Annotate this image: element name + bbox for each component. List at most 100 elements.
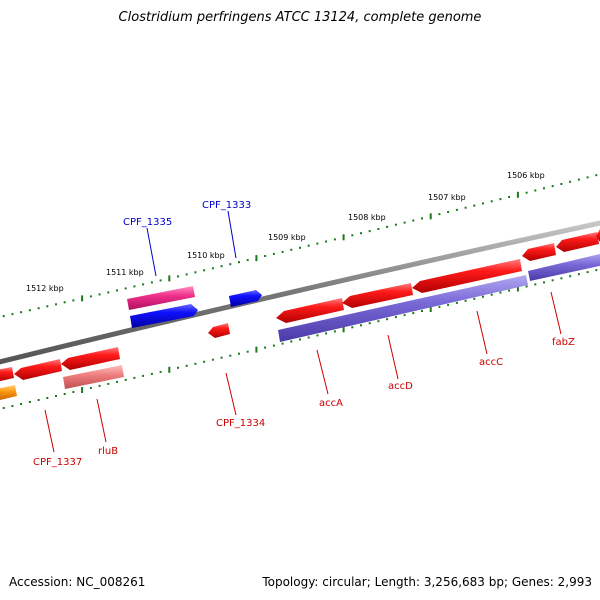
leader-CPF_1333 — [227, 210, 237, 259]
outer-major-tick — [342, 234, 345, 241]
inner-minor-tick — [438, 305, 441, 308]
length-value: 3,256,683 bp — [423, 575, 504, 589]
outer-major-tick — [255, 255, 258, 262]
inner-minor-tick — [185, 364, 188, 367]
outer-minor-tick — [421, 217, 423, 220]
outer-minor-tick — [63, 301, 66, 304]
length-label: Length: — [374, 575, 421, 589]
inner-minor-tick — [107, 382, 110, 385]
outer-minor-tick — [482, 202, 484, 205]
scale-label-1511: 1511 kbp — [106, 268, 144, 277]
gene-label-accC[interactable]: accC — [479, 357, 503, 368]
inner-minor-tick — [351, 326, 354, 329]
gene-accA-red-arrow[interactable] — [276, 298, 344, 323]
scale-label-1507: 1507 kbp — [428, 193, 466, 202]
gene-label-accA[interactable]: accA — [319, 398, 343, 409]
outer-minor-tick — [394, 223, 397, 226]
inner-minor-tick — [246, 350, 249, 353]
outer-minor-tick — [72, 299, 75, 302]
gene-CPF_1335-arrow[interactable] — [127, 286, 195, 310]
outer-minor-tick — [89, 295, 92, 298]
gene-label-CPF_1335[interactable]: CPF_1335 — [123, 217, 172, 228]
outer-minor-tick — [333, 238, 336, 241]
outer-minor-tick — [386, 225, 389, 228]
outer-minor-tick — [360, 232, 362, 235]
gene-right-3-arrow[interactable] — [596, 228, 600, 242]
inner-minor-tick — [220, 356, 223, 359]
gene-fabZ-purple-band[interactable] — [528, 253, 600, 281]
gene-label-CPF_1337[interactable]: CPF_1337 — [33, 457, 82, 468]
scale-labels: 1506 kbp 1507 kbp 1508 kbp 1509 kbp 1510… — [26, 171, 545, 293]
leader-accD — [387, 334, 399, 380]
gene-left-1-arrow[interactable] — [61, 347, 120, 370]
outer-minor-tick — [272, 252, 275, 255]
outer-major-tick — [429, 213, 432, 220]
gene-left-2-arrow[interactable] — [14, 359, 62, 380]
gene-CPF_1335b-arrow[interactable] — [130, 304, 198, 328]
inner-minor-tick — [238, 352, 240, 355]
inner-major-tick — [168, 366, 171, 373]
inner-minor-tick — [386, 318, 389, 321]
scale-label-1510: 1510 kbp — [187, 251, 225, 260]
leader-accA — [316, 349, 329, 395]
gene-rluB-arrow[interactable] — [63, 365, 124, 389]
gene-accA-purple-band[interactable] — [278, 275, 528, 342]
gene-CPF_1337-arrow[interactable] — [0, 385, 17, 401]
gene-CPF_1334-arrow[interactable] — [208, 323, 230, 338]
inner-minor-tick — [333, 330, 336, 333]
inner-minor-tick — [482, 295, 484, 298]
accession-info: Accession: NC_008261 — [9, 575, 145, 589]
gene-label-CPF_1334[interactable]: CPF_1334 — [216, 418, 265, 429]
inner-minor-tick — [37, 399, 40, 401]
inner-minor-tick — [551, 279, 554, 282]
outer-major-tick — [81, 295, 84, 302]
scale-label-1512: 1512 kbp — [26, 284, 64, 293]
inner-minor-tick — [211, 358, 214, 361]
gene-CPF_1333-arrow[interactable] — [229, 290, 262, 307]
inner-minor-tick — [46, 397, 49, 399]
inner-minor-tick — [447, 303, 450, 306]
outer-minor-tick — [569, 180, 572, 183]
inner-minor-tick — [124, 378, 127, 381]
gene-label-accD[interactable]: accD — [388, 381, 413, 392]
inner-minor-tick — [421, 310, 423, 312]
gene-left-3-arrow[interactable] — [0, 367, 14, 382]
inner-minor-tick — [368, 322, 371, 325]
leading-strand-genes — [127, 286, 262, 328]
inner-minor-tick — [586, 271, 589, 274]
inner-major-tick — [255, 346, 258, 353]
leader-CPF_1334 — [225, 372, 237, 416]
outer-minor-tick — [368, 230, 371, 233]
accession-label: Accession: — [9, 575, 73, 589]
outer-minor-tick — [142, 283, 145, 286]
outer-minor-tick — [28, 309, 31, 312]
gene-label-fabZ[interactable]: fabZ — [552, 337, 575, 348]
inner-minor-tick — [464, 299, 467, 302]
gene-accD-red-arrow[interactable] — [342, 283, 413, 308]
outer-minor-tick — [525, 191, 528, 194]
outer-minor-tick — [595, 174, 598, 177]
inner-minor-tick — [473, 297, 476, 300]
outer-minor-tick — [2, 315, 5, 318]
outer-minor-tick — [508, 196, 511, 198]
outer-minor-tick — [377, 228, 380, 230]
inner-minor-tick — [203, 360, 206, 363]
leader-CPF_1337 — [44, 409, 55, 453]
outer-minor-tick — [98, 293, 101, 296]
gene-accC-red-arrow[interactable] — [412, 259, 522, 293]
outer-minor-tick — [229, 263, 232, 266]
gene-right-1-arrow[interactable] — [522, 243, 556, 261]
inner-minor-tick — [499, 291, 502, 294]
outer-minor-tick — [107, 291, 110, 294]
gene-labels: CPF_1335 CPF_1333 CPF_1334 accA accD acc… — [33, 200, 575, 468]
outer-minor-tick — [534, 189, 537, 192]
gene-right-2-arrow[interactable] — [556, 232, 599, 252]
outer-minor-tick — [299, 246, 301, 249]
gene-label-CPF_1333[interactable]: CPF_1333 — [202, 200, 251, 211]
inner-major-tick — [516, 285, 519, 292]
inner-minor-tick — [116, 380, 118, 383]
gene-label-rluB[interactable]: rluB — [98, 446, 118, 457]
outer-minor-tick — [116, 289, 118, 292]
outer-minor-tick — [124, 287, 127, 290]
